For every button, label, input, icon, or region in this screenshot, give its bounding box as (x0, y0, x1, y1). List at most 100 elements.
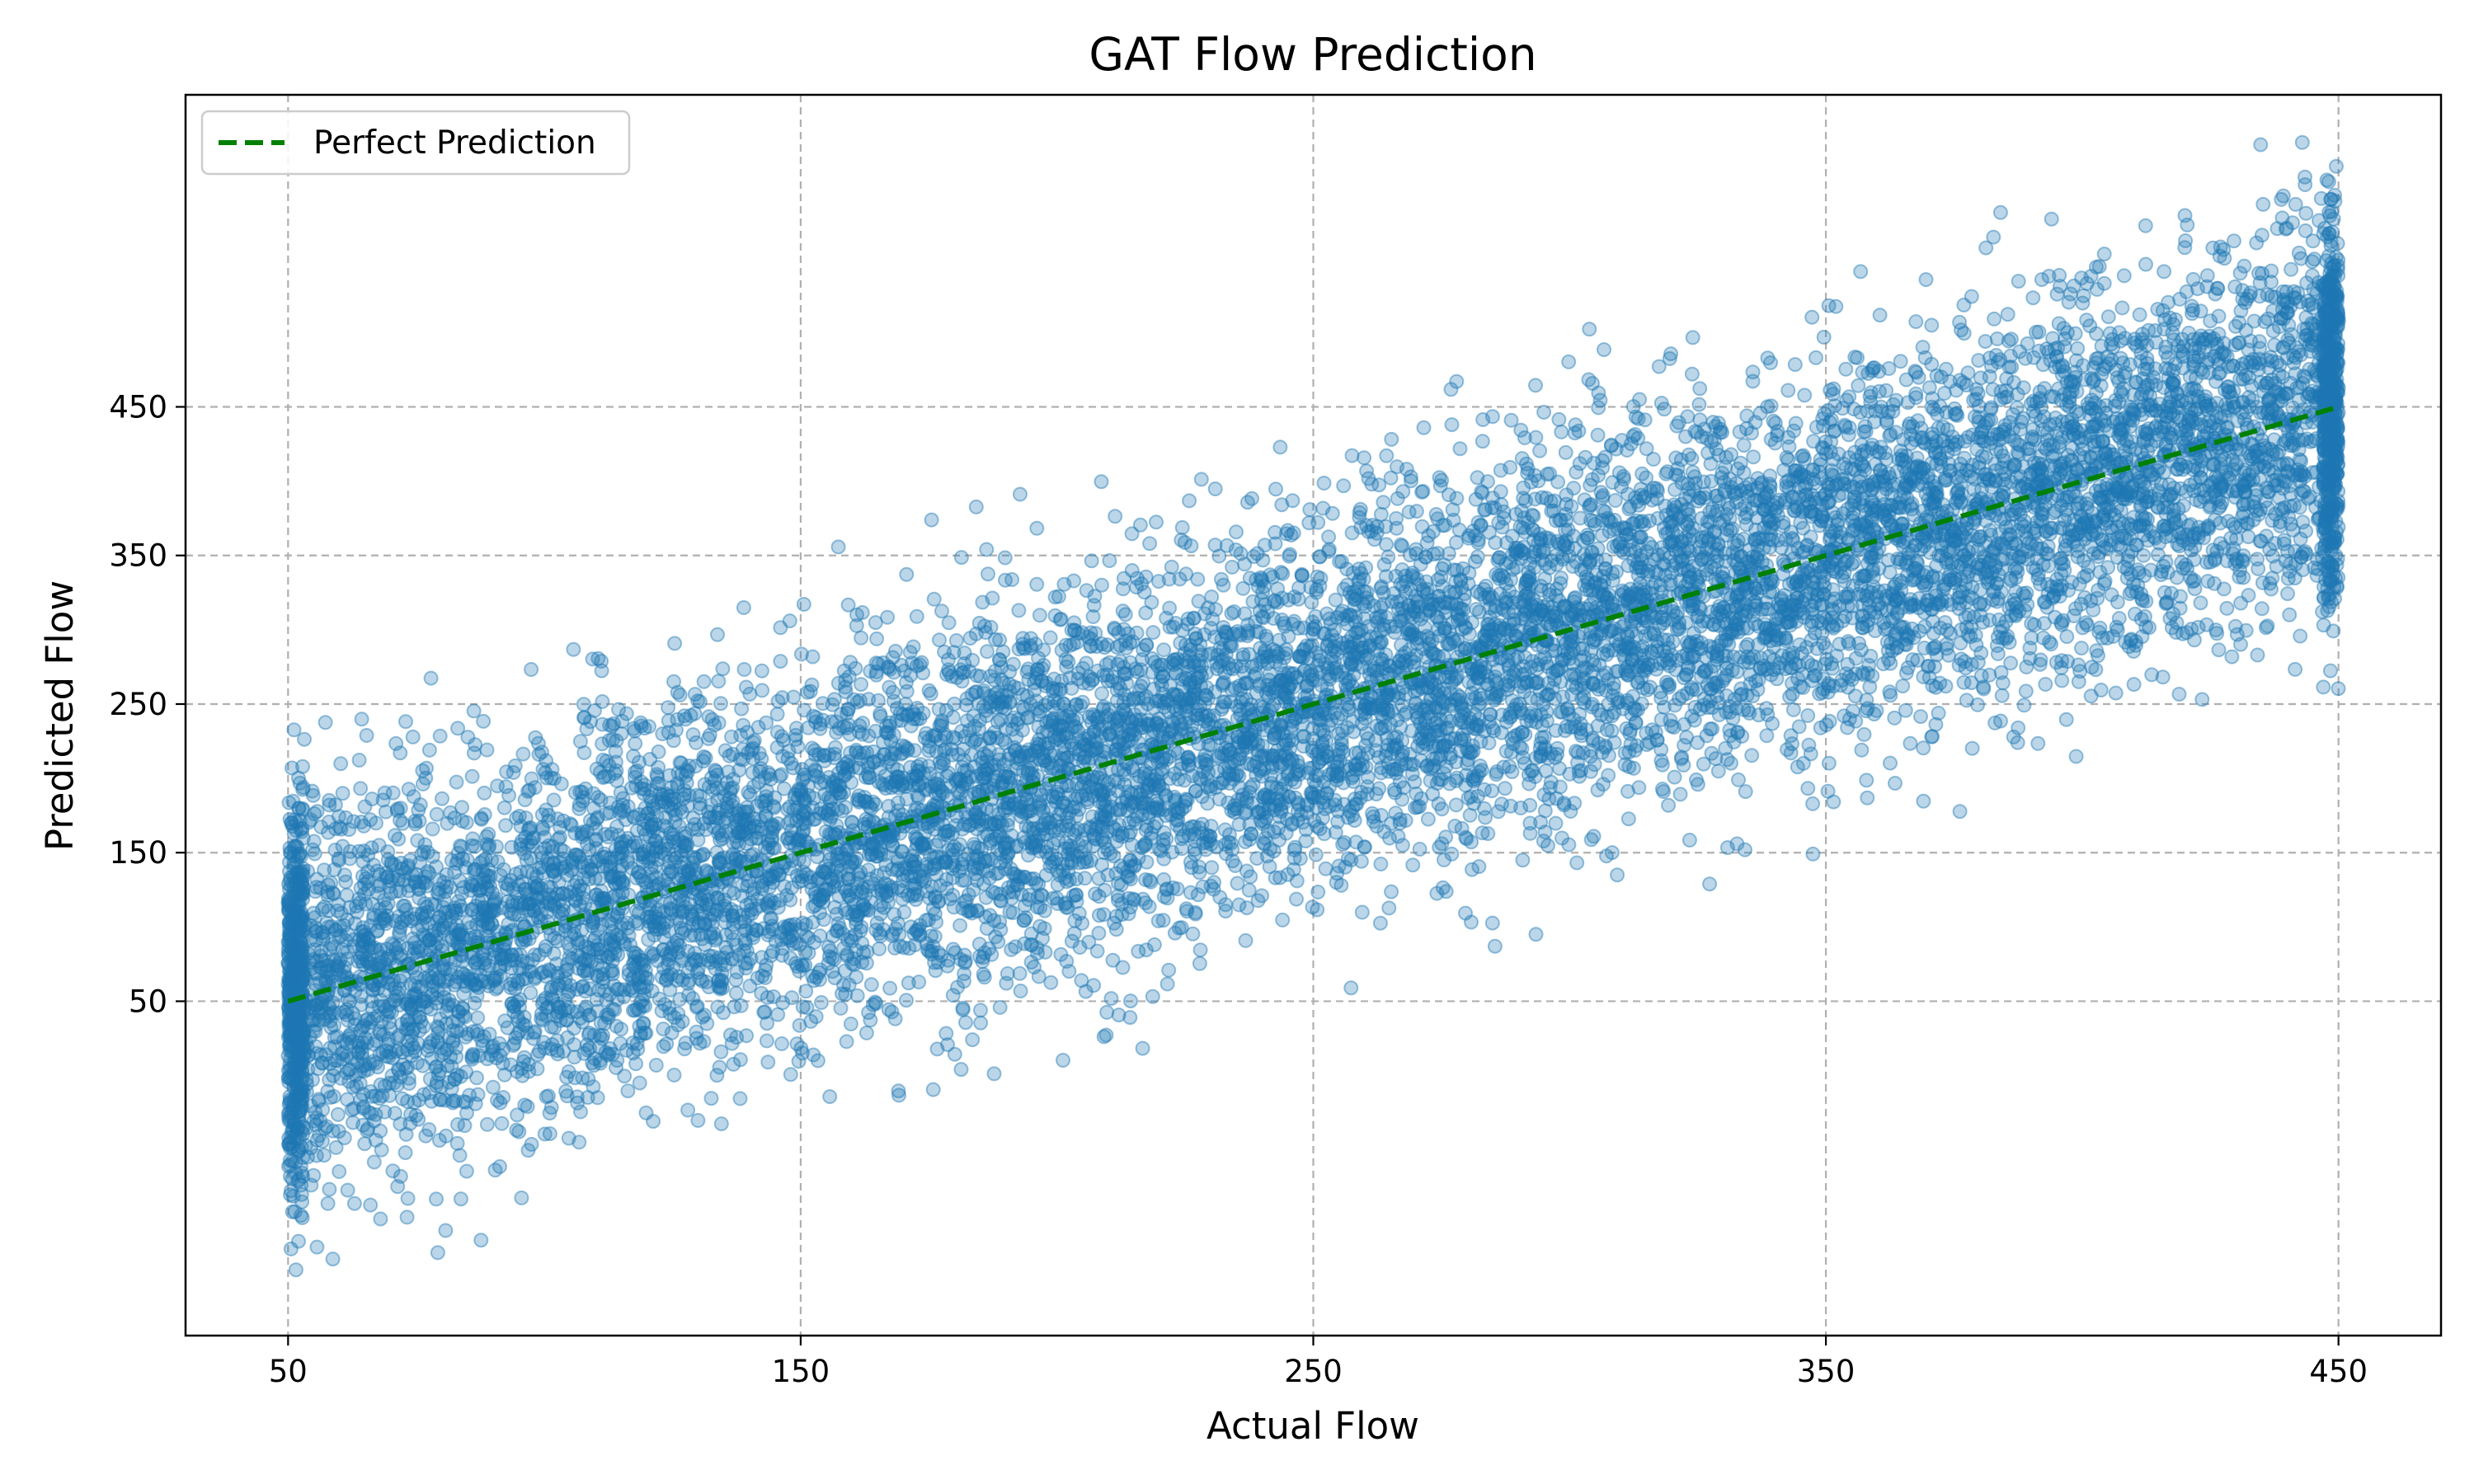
scatter-point (292, 1130, 308, 1146)
scatter-point (498, 818, 514, 834)
scatter-point (400, 1190, 416, 1206)
scatter-point (1039, 826, 1055, 842)
scatter-point (2250, 647, 2265, 663)
scatter-point (429, 806, 444, 822)
scatter-point (2193, 595, 2208, 611)
scatter-point (962, 631, 978, 646)
scatter-point (429, 1191, 444, 1207)
scatter-point (397, 1145, 413, 1161)
scatter-point (843, 1017, 858, 1031)
scatter-point (1308, 847, 1324, 862)
scatter-point (724, 729, 739, 744)
scatter-point (1759, 728, 1775, 744)
scatter-point (992, 999, 1008, 1015)
scatter-point (858, 1025, 874, 1040)
scatter-point (1882, 684, 1898, 700)
scatter-point (534, 850, 550, 866)
scatter-point (566, 641, 581, 657)
scatter-point (325, 1252, 341, 1267)
scatter-point (1373, 857, 1389, 871)
scatter-point (1800, 708, 1816, 723)
scatter-point (759, 1033, 774, 1049)
scatter-point (1321, 529, 1337, 545)
scatter-point (1620, 811, 1636, 827)
scatter-point (476, 713, 492, 729)
scatter-point (2058, 711, 2074, 727)
scatter-point (925, 1082, 941, 1097)
scatter-point (1384, 884, 1399, 899)
scatter-point (1416, 420, 1432, 435)
scatter-point (2326, 623, 2341, 639)
scatter-point (340, 1182, 355, 1198)
scatter-point (667, 636, 683, 651)
scatter-point (1336, 478, 1352, 494)
scatter-point (524, 662, 539, 677)
scatter-point (337, 867, 352, 883)
scatter-point (953, 1062, 969, 1078)
scatter-point (1646, 452, 1661, 467)
scatter-point (1523, 706, 1539, 721)
scatter-point (1853, 264, 1869, 279)
scatter-point (1604, 845, 1620, 861)
scatter-point (452, 1148, 468, 1163)
scatter-point (485, 1079, 501, 1095)
scatter-point (1371, 781, 1387, 796)
scatter-point (1291, 797, 1306, 813)
scatter-point (839, 1034, 854, 1050)
scatter-point (746, 733, 762, 749)
scatter-point (2327, 480, 2343, 495)
scatter-point (1316, 476, 1332, 491)
scatter-point (1569, 855, 1585, 871)
scatter-point (2038, 677, 2053, 692)
scatter-point (1783, 728, 1799, 744)
scatter-point (407, 814, 423, 829)
scatter-point (405, 729, 421, 744)
scatter-point (1821, 676, 1837, 692)
scatter-point (993, 886, 1009, 902)
scatter-point (1119, 793, 1135, 809)
scatter-point (1123, 993, 1138, 1009)
scatter-point (1454, 642, 1470, 658)
scatter-point (1908, 314, 1924, 330)
scatter-point (2015, 459, 2031, 475)
scatter-point (1462, 807, 1478, 823)
scatter-point (934, 603, 949, 619)
scatter-point (2316, 618, 2331, 633)
scatter-point (2091, 648, 2105, 664)
scatter-point (1959, 693, 1974, 708)
scatter-point (1503, 412, 1519, 428)
scatter-point (1736, 438, 1752, 453)
scatter-point (1056, 1053, 1070, 1068)
scatter-point (1445, 502, 1460, 518)
scatter-point (515, 746, 531, 762)
scatter-point (926, 591, 942, 607)
scatter-points (280, 134, 2346, 1278)
plot-area (184, 93, 2443, 1337)
scatter-point (773, 654, 788, 669)
scatter-point (1096, 907, 1112, 923)
scatter-point (620, 1083, 636, 1099)
scatter-point (588, 833, 604, 848)
scatter-point (2157, 264, 2172, 279)
scatter-point (1384, 431, 1399, 447)
scatter-point (2018, 683, 2034, 699)
scatter-point (470, 1010, 486, 1026)
scatter-point (1787, 357, 1803, 373)
scatter-point (633, 715, 648, 730)
scatter-point (1964, 740, 1980, 756)
scatter-point (1465, 862, 1479, 877)
scatter-point (2322, 358, 2338, 373)
scatter-point (2327, 389, 2343, 405)
scatter-point (1978, 334, 1993, 350)
scatter-point (1257, 538, 1272, 553)
scatter-point (846, 956, 862, 972)
scatter-point (1475, 485, 1490, 500)
scatter-point (2138, 218, 2153, 233)
scatter-point (1081, 934, 1097, 950)
scatter-point (1469, 602, 1484, 617)
scatter-point (1610, 867, 1625, 883)
scatter-point (1860, 790, 1875, 805)
scatter-point (2199, 268, 2215, 284)
scatter-point (814, 995, 829, 1010)
scatter-point (1685, 330, 1700, 345)
